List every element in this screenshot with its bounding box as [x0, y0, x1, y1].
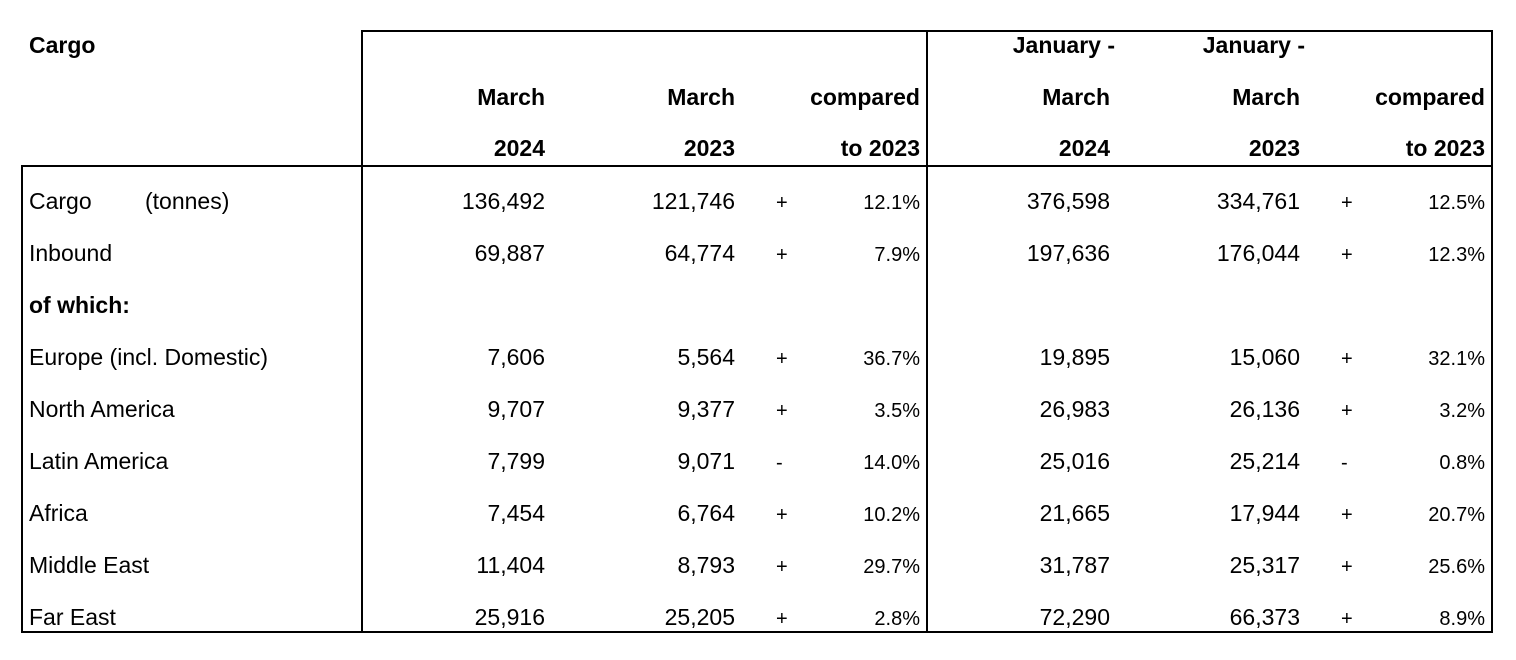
cell-pct-march: 2.8% [874, 608, 920, 630]
row-label: Cargo [29, 188, 92, 214]
row-label-unit: (tonnes) [145, 188, 230, 214]
cell-ytd-2024: 72,290 [1039, 604, 1110, 630]
row-label: Africa [29, 500, 88, 526]
cell-sign-march: + [776, 244, 788, 266]
cell-ytd-2024: 19,895 [1039, 344, 1110, 370]
cell-ytd-2024: 25,016 [1039, 448, 1110, 474]
cell-sign-ytd: + [1341, 556, 1353, 578]
header-col6-line2: compared [1375, 84, 1485, 110]
header-col4-line2: March [1042, 84, 1110, 110]
cell-pct-ytd: 8.9% [1439, 608, 1485, 630]
header-col4-line3: 2024 [1058, 135, 1110, 161]
cell-march-2023: 8,793 [677, 552, 735, 578]
cell-pct-march: 10.2% [863, 504, 920, 526]
header-col5-line1: January - [1202, 32, 1305, 58]
row-label: Europe (incl. Domestic) [29, 344, 269, 370]
cell-pct-ytd: 25.6% [1428, 556, 1485, 578]
cell-march-2023: 5,564 [677, 344, 735, 370]
cell-pct-ytd: 20.7% [1428, 504, 1485, 526]
row-label: North America [29, 396, 175, 422]
cell-sign-ytd: + [1341, 192, 1353, 214]
cell-pct-march: 36.7% [863, 348, 920, 370]
header-col5-line2: March [1232, 84, 1300, 110]
cell-march-2024: 7,606 [487, 344, 545, 370]
cell-ytd-2023: 66,373 [1229, 604, 1300, 630]
cell-ytd-2023: 25,214 [1229, 448, 1300, 474]
cell-sign-ytd: + [1341, 244, 1353, 266]
cell-ytd-2023: 26,136 [1229, 396, 1300, 422]
cell-march-2023: 64,774 [664, 240, 735, 266]
cell-sign-march: + [776, 556, 788, 578]
cell-ytd-2024: 21,665 [1039, 500, 1110, 526]
header-col1-line2: March [477, 84, 545, 110]
period-column-divider [926, 30, 928, 633]
cell-sign-march: + [776, 192, 788, 214]
header-bottom-border [21, 165, 1493, 167]
cell-sign-march: + [776, 608, 788, 630]
cell-pct-march: 29.7% [863, 556, 920, 578]
cell-pct-march: 3.5% [874, 400, 920, 422]
cell-ytd-2023: 25,317 [1229, 552, 1300, 578]
cell-sign-march: + [776, 504, 788, 526]
label-column-divider [361, 30, 363, 633]
cell-ytd-2024: 197,636 [1026, 240, 1110, 266]
row-label: Middle East [29, 552, 150, 578]
row-label: Latin America [29, 448, 169, 474]
cell-march-2024: 25,916 [474, 604, 545, 630]
cell-march-2023: 6,764 [677, 500, 735, 526]
cell-sign-march: - [776, 452, 783, 474]
cell-pct-ytd: 0.8% [1439, 452, 1485, 474]
cell-pct-ytd: 32.1% [1428, 348, 1485, 370]
cell-pct-ytd: 3.2% [1439, 400, 1485, 422]
cell-sign-ytd: - [1341, 452, 1348, 474]
table-right-border [1491, 30, 1493, 633]
table-bottom-border [21, 631, 1493, 633]
table-left-border [21, 165, 23, 633]
cell-march-2024: 11,404 [476, 552, 545, 578]
cell-ytd-2023: 15,060 [1229, 344, 1300, 370]
row-label: Far East [29, 604, 116, 630]
cell-march-2024: 69,887 [474, 240, 545, 266]
cell-march-2024: 7,799 [487, 448, 545, 474]
cell-sign-ytd: + [1341, 400, 1353, 422]
cell-ytd-2024: 26,983 [1039, 396, 1110, 422]
cell-march-2023: 9,377 [677, 396, 735, 422]
header-col2-line2: March [667, 84, 735, 110]
cell-sign-ytd: + [1341, 504, 1353, 526]
cell-march-2024: 7,454 [487, 500, 545, 526]
cell-pct-march: 7.9% [874, 244, 920, 266]
cell-march-2023: 121,746 [651, 188, 735, 214]
header-col2-line3: 2023 [683, 135, 735, 161]
cell-pct-march: 14.0% [863, 452, 920, 474]
cell-pct-march: 12.1% [863, 192, 920, 214]
cell-ytd-2024: 31,787 [1039, 552, 1110, 578]
cell-ytd-2023: 176,044 [1216, 240, 1300, 266]
cell-march-2023: 9,071 [677, 448, 735, 474]
cell-ytd-2023: 17,944 [1229, 500, 1300, 526]
row-label: of which: [29, 292, 130, 318]
cell-ytd-2023: 334,761 [1216, 188, 1300, 214]
row-label: Inbound [29, 240, 113, 266]
cell-sign-march: + [776, 400, 788, 422]
cell-sign-ytd: + [1341, 608, 1353, 630]
cell-ytd-2024: 376,598 [1026, 188, 1110, 214]
cell-pct-ytd: 12.3% [1428, 244, 1485, 266]
cell-march-2024: 136,492 [461, 188, 545, 214]
cell-sign-ytd: + [1341, 348, 1353, 370]
cell-march-2023: 25,205 [664, 604, 735, 630]
header-col5-line3: 2023 [1248, 135, 1300, 161]
cell-pct-ytd: 12.5% [1428, 192, 1485, 214]
header-col3-line3: to 2023 [840, 135, 920, 161]
header-col1-line3: 2024 [493, 135, 545, 161]
cell-sign-march: + [776, 348, 788, 370]
header-col6-line3: to 2023 [1405, 135, 1485, 161]
header-col4-line1: January - [1012, 32, 1115, 58]
header-col3-line2: compared [810, 84, 920, 110]
cell-march-2024: 9,707 [487, 396, 545, 422]
table-title: Cargo [29, 32, 96, 58]
